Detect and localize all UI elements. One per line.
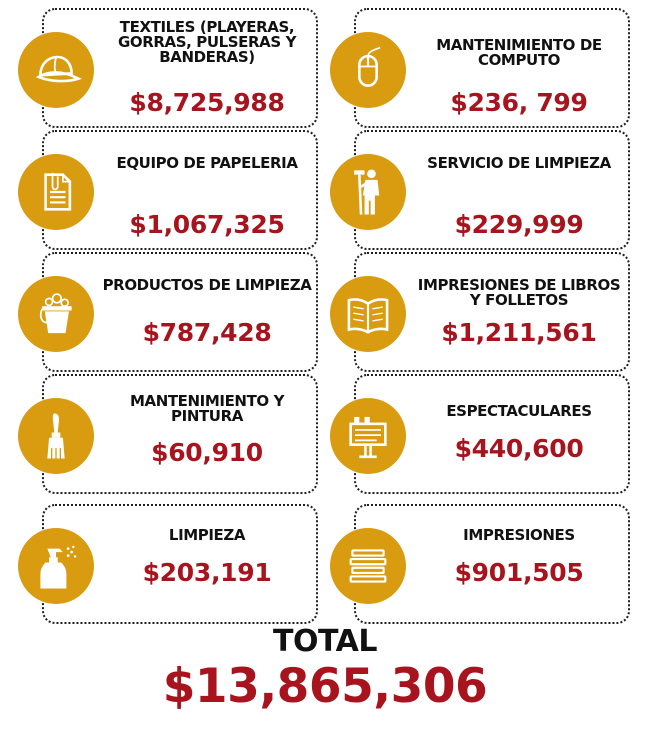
card-servicio-limpieza: SERVICIO DE LIMPIEZA $229,999	[330, 130, 650, 252]
category-label: LIMPIEZA	[168, 526, 246, 544]
card-impresiones: IMPRESIONES $901,505	[330, 504, 650, 626]
billboard-icon	[349, 416, 387, 459]
category-amount: $1,067,325	[129, 210, 285, 239]
category-amount: $60,910	[151, 438, 263, 467]
total-label: TOTAL	[273, 624, 377, 659]
category-amount: $229,999	[454, 210, 584, 239]
category-amount: $203,191	[142, 558, 272, 587]
paper-stack-icon	[349, 549, 387, 583]
paintbrush-icon	[47, 413, 65, 459]
category-label: MANTENIMIENTO DE COMPUTO	[436, 36, 602, 69]
card-espectaculares: ESPECTACULARES $440,600	[330, 374, 650, 496]
icon-circle	[330, 154, 406, 230]
icon-circle	[18, 398, 94, 474]
category-label: SERVICIO DE LIMPIEZA	[427, 154, 611, 172]
card-mantenimiento-pintura: MANTENIMIENTO Y PINTURA $60,910	[18, 374, 340, 496]
card-limpieza: LIMPIEZA $203,191	[18, 504, 340, 626]
icon-circle	[330, 528, 406, 604]
card-impresiones-libros: IMPRESIONES DE LIBROS Y FOLLETOS $1,211,…	[330, 252, 650, 374]
icon-circle	[330, 276, 406, 352]
card-mantenimiento-computo: MANTENIMIENTO DE COMPUTO $236, 799	[330, 8, 650, 130]
category-amount: $1,211,561	[441, 318, 597, 347]
icon-circle	[18, 32, 94, 108]
open-book-icon	[347, 298, 389, 334]
category-amount: $236, 799	[450, 88, 588, 117]
card-border	[354, 130, 630, 250]
icon-circle	[330, 398, 406, 474]
cap-icon	[35, 55, 82, 83]
cleaner-person-icon	[354, 169, 380, 215]
card-productos-limpieza: PRODUCTOS DE LIMPIEZA $787,428	[18, 252, 340, 374]
icon-circle	[18, 154, 94, 230]
category-label: ESPECTACULARES	[446, 402, 592, 420]
category-amount: $787,428	[142, 318, 272, 347]
category-label: IMPRESIONES DE LIBROS Y FOLLETOS	[417, 276, 621, 309]
card-equipo-papeleria: EQUIPO DE PAPELERIA $1,067,325	[18, 130, 340, 252]
icon-circle	[18, 276, 94, 352]
category-label: EQUIPO DE PAPELERIA	[116, 154, 298, 172]
category-label: TEXTILES (PLAYERAS, GORRAS, PULSERAS Y B…	[117, 18, 297, 66]
card-textiles: TEXTILES (PLAYERAS, GORRAS, PULSERAS Y B…	[18, 8, 340, 130]
paper-clip-document-icon	[44, 172, 72, 211]
total-amount: $13,865,306	[162, 659, 488, 714]
spray-bottle-icon	[40, 545, 77, 589]
category-label: PRODUCTOS DE LIMPIEZA	[102, 276, 312, 294]
icon-circle	[18, 528, 94, 604]
category-label: MANTENIMIENTO Y PINTURA	[129, 392, 285, 425]
category-amount: $440,600	[454, 434, 584, 463]
category-amount: $901,505	[454, 558, 584, 587]
icon-circle	[330, 32, 406, 108]
bucket-icon	[39, 293, 72, 334]
category-label: IMPRESIONES	[463, 526, 575, 544]
category-amount: $8,725,988	[129, 88, 285, 117]
mouse-icon	[358, 46, 381, 87]
